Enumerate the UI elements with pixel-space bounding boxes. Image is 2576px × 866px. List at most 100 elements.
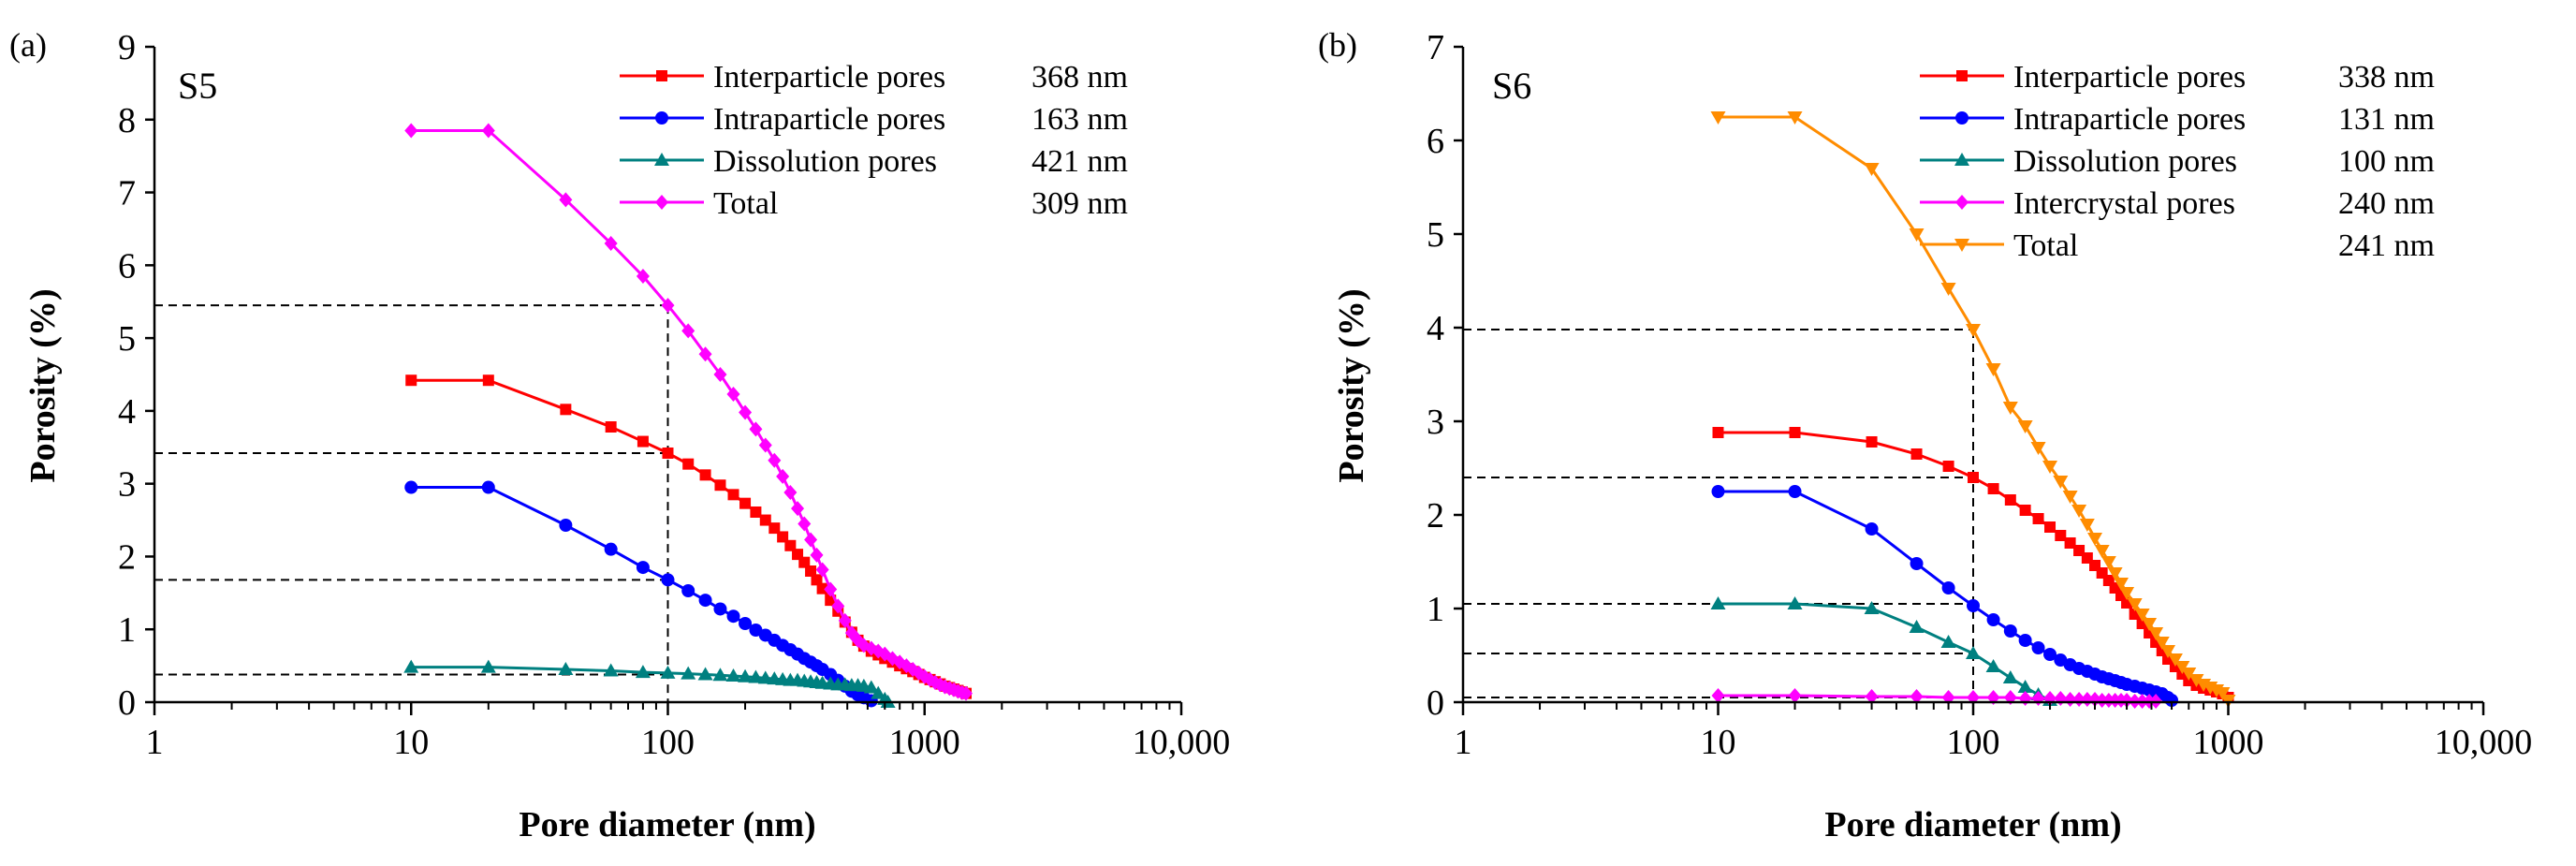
- data-point: [558, 662, 574, 675]
- legend-entry: Total 241 nm: [1920, 228, 2435, 263]
- data-point: [714, 479, 726, 492]
- legend-label: Total: [2013, 228, 2078, 263]
- data-point: [1788, 485, 1802, 498]
- data-point: [783, 485, 798, 500]
- legend-label: Interparticle pores: [713, 60, 945, 95]
- guide-lines: [154, 304, 669, 702]
- data-point: [2062, 491, 2078, 504]
- data-point: [1966, 324, 1981, 337]
- data-point: [403, 659, 419, 673]
- data-point: [810, 547, 824, 563]
- data-point: [768, 452, 782, 468]
- legend-value: 163 nm: [1032, 102, 1128, 137]
- data-point: [635, 665, 651, 679]
- data-point: [2087, 533, 2103, 546]
- data-point: [662, 448, 674, 459]
- data-point: [698, 346, 712, 362]
- data-point: [482, 374, 494, 387]
- data-point: [2064, 537, 2076, 549]
- y-tick-label: 1: [118, 610, 136, 650]
- data-point: [1910, 557, 1924, 570]
- data-point: [2119, 587, 2135, 600]
- data-point: [2030, 442, 2046, 455]
- x-tick-label: 10,000: [1133, 723, 1231, 762]
- series-dissolution-pores: [403, 659, 896, 708]
- panel-label: (a): [9, 26, 47, 64]
- data-point: [777, 531, 789, 543]
- data-point: [739, 617, 753, 630]
- data-point: [2017, 420, 2033, 433]
- data-point: [636, 561, 650, 575]
- data-point: [481, 123, 495, 139]
- data-point: [661, 298, 675, 314]
- data-point: [660, 665, 676, 679]
- data-point: [1710, 111, 1726, 125]
- data-point: [748, 669, 764, 683]
- data-point: [2042, 461, 2058, 474]
- y-tick-label: 0: [1427, 683, 1444, 723]
- legend-marker: [655, 111, 668, 125]
- y-tick-label: 9: [118, 28, 136, 67]
- y-tick-label: 8: [118, 101, 136, 140]
- data-point: [725, 668, 741, 682]
- data-point: [1710, 596, 1726, 609]
- y-tick-label: 7: [118, 174, 136, 213]
- legend-value: 309 nm: [1032, 186, 1128, 221]
- legend-label: Total: [713, 186, 778, 221]
- data-point: [405, 374, 417, 387]
- legend-value: 241 nm: [2338, 228, 2435, 263]
- data-point: [2154, 637, 2170, 650]
- data-point: [1941, 581, 1955, 594]
- data-point: [2018, 691, 2032, 706]
- data-point: [712, 668, 728, 682]
- data-point: [727, 489, 739, 501]
- data-point: [1864, 163, 1880, 176]
- x-tick-label: 10: [1701, 723, 1736, 762]
- data-point: [1787, 596, 1803, 609]
- data-point: [2142, 618, 2158, 631]
- data-point: [1940, 635, 1956, 648]
- data-point: [2018, 634, 2032, 647]
- y-tick-label: 0: [118, 683, 136, 723]
- y-tick-label: 5: [118, 319, 136, 359]
- data-point: [1865, 689, 1879, 704]
- data-point: [2002, 402, 2018, 415]
- data-point: [1909, 620, 1925, 633]
- data-point: [559, 519, 573, 532]
- data-point: [1942, 461, 1954, 472]
- series-line: [411, 128, 967, 696]
- data-point: [739, 404, 753, 420]
- data-point: [699, 469, 711, 481]
- data-point: [1966, 646, 1981, 659]
- data-point: [637, 435, 649, 448]
- data-point: [2100, 556, 2116, 569]
- data-point: [815, 562, 829, 578]
- data-point: [871, 685, 886, 699]
- data-point: [759, 514, 771, 526]
- data-point: [738, 668, 754, 683]
- data-point: [1712, 427, 1724, 438]
- data-point: [2188, 674, 2204, 687]
- panel-label: (b): [1318, 26, 1357, 64]
- x-axis-label: Pore diameter (nm): [519, 805, 815, 844]
- x-tick-label: 100: [1947, 723, 2000, 762]
- data-point: [1866, 436, 1878, 448]
- data-point: [404, 123, 418, 139]
- legend-entry: Intercrystal pores 240 nm: [1920, 186, 2435, 221]
- data-point: [713, 602, 727, 616]
- legend-marker: [655, 195, 668, 210]
- series-line: [411, 378, 967, 696]
- y-tick-label: 4: [1427, 309, 1444, 348]
- series-interparticle-pores: [1712, 427, 2234, 703]
- legend-marker: [1955, 111, 1969, 125]
- data-point: [404, 480, 418, 494]
- series-line: [1718, 490, 2173, 702]
- y-tick-label: 6: [118, 246, 136, 286]
- data-point: [2107, 567, 2123, 580]
- data-point: [726, 609, 740, 624]
- legend-marker: [654, 153, 669, 166]
- data-point: [2160, 645, 2176, 658]
- y-tick-label: 1: [1427, 590, 1444, 629]
- data-point: [1788, 688, 1802, 703]
